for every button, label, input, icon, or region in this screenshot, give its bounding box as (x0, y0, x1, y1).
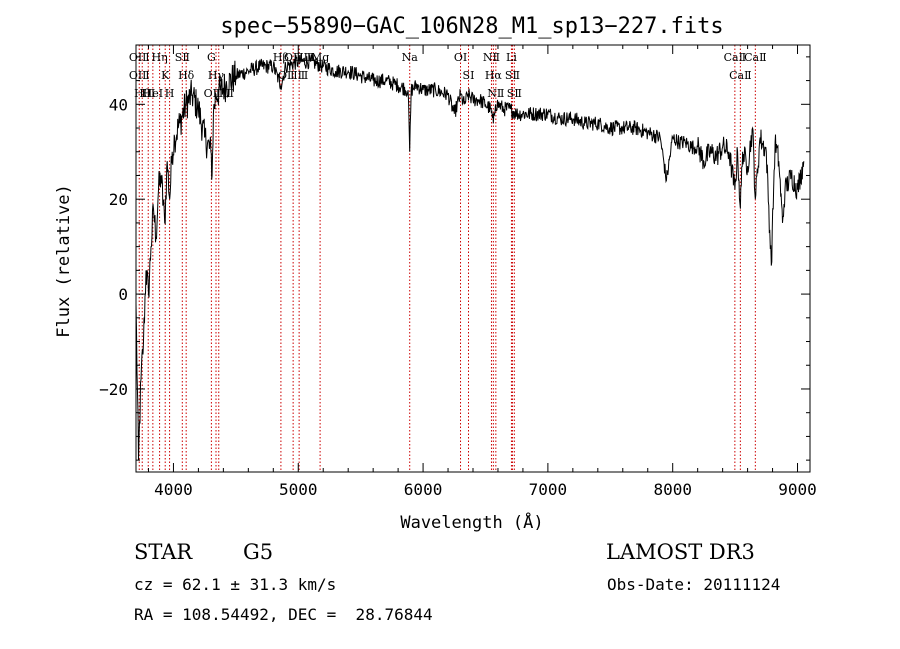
x-tick-label: 9000 (778, 480, 817, 499)
line-id-label: SⅡ (175, 51, 190, 64)
x-tick-label: 8000 (653, 480, 692, 499)
line-id-label: Hθ (134, 87, 151, 100)
chart-title: spec−55890−GAC_106N28_M1_sp13−227.fits (220, 14, 723, 39)
y-tick-label: 40 (109, 95, 128, 114)
line-id-label: HeⅠ (143, 87, 163, 100)
line-id-label: K (161, 69, 170, 82)
line-id-label: Na (402, 51, 419, 64)
x-tick-label: 5000 (279, 480, 318, 499)
plot-frame (135, 44, 811, 473)
spectral-subclass: G5 (243, 540, 274, 564)
line-id-label: H (165, 87, 175, 100)
y-axis-label: Flux (relative) (54, 184, 74, 338)
plot-area: 4000 5000 6000 7000 8000 9000−2002040OⅠⅡOⅠⅡHθ… (99, 44, 817, 499)
x-axis-label: Wavelength (Å) (400, 511, 543, 533)
line-id-label: OⅠⅡ (129, 51, 150, 64)
line-id-label: NⅡ (483, 51, 500, 64)
survey-release: LAMOST DR3 (606, 540, 755, 564)
x-tick-label: 7000 (529, 480, 568, 499)
flux-series-line (135, 54, 805, 461)
line-id-label: Hβ (273, 51, 289, 64)
x-tick-label: 4000 (154, 480, 193, 499)
line-id-label: Li (506, 51, 517, 64)
line-id-label: SⅡ (507, 87, 522, 100)
line-id-label: OⅢⅢ (278, 69, 308, 82)
line-id-label: OⅠⅡ (129, 69, 150, 82)
line-id-label: SⅡ (505, 69, 520, 82)
line-id-label: OⅠ (454, 51, 467, 64)
object-class: STAR (134, 540, 193, 564)
line-id-label: Hη (151, 51, 167, 64)
line-id-label: Hγ (208, 69, 225, 82)
line-id-label: G (207, 51, 216, 64)
line-id-label: CaⅡ (729, 69, 751, 82)
line-id-label: CaⅡ (724, 51, 746, 64)
x-tick-label: 6000 (404, 480, 443, 499)
coordinates: RA = 108.54492, DEC = 28.76844 (134, 605, 433, 624)
line-id-label: SⅠ (463, 69, 475, 82)
line-id-label: Mg (311, 51, 329, 64)
line-id-label: Hα (485, 69, 503, 82)
radial-velocity: cz = 62.1 ± 31.3 km/s (134, 575, 337, 594)
line-id-label: CaⅡ (744, 51, 766, 64)
y-tick-label: −20 (99, 380, 128, 399)
line-id-label: OⅢⅢ (284, 51, 314, 64)
y-tick-label: 0 (118, 285, 128, 304)
y-tick-label: 20 (109, 190, 128, 209)
line-id-label: HⅠ (141, 87, 155, 100)
observation-date: Obs-Date: 20111124 (607, 575, 781, 594)
line-id-label: OⅢⅢ (204, 87, 234, 100)
line-id-label: NⅡ (487, 87, 504, 100)
line-id-label: Hδ (178, 69, 195, 82)
